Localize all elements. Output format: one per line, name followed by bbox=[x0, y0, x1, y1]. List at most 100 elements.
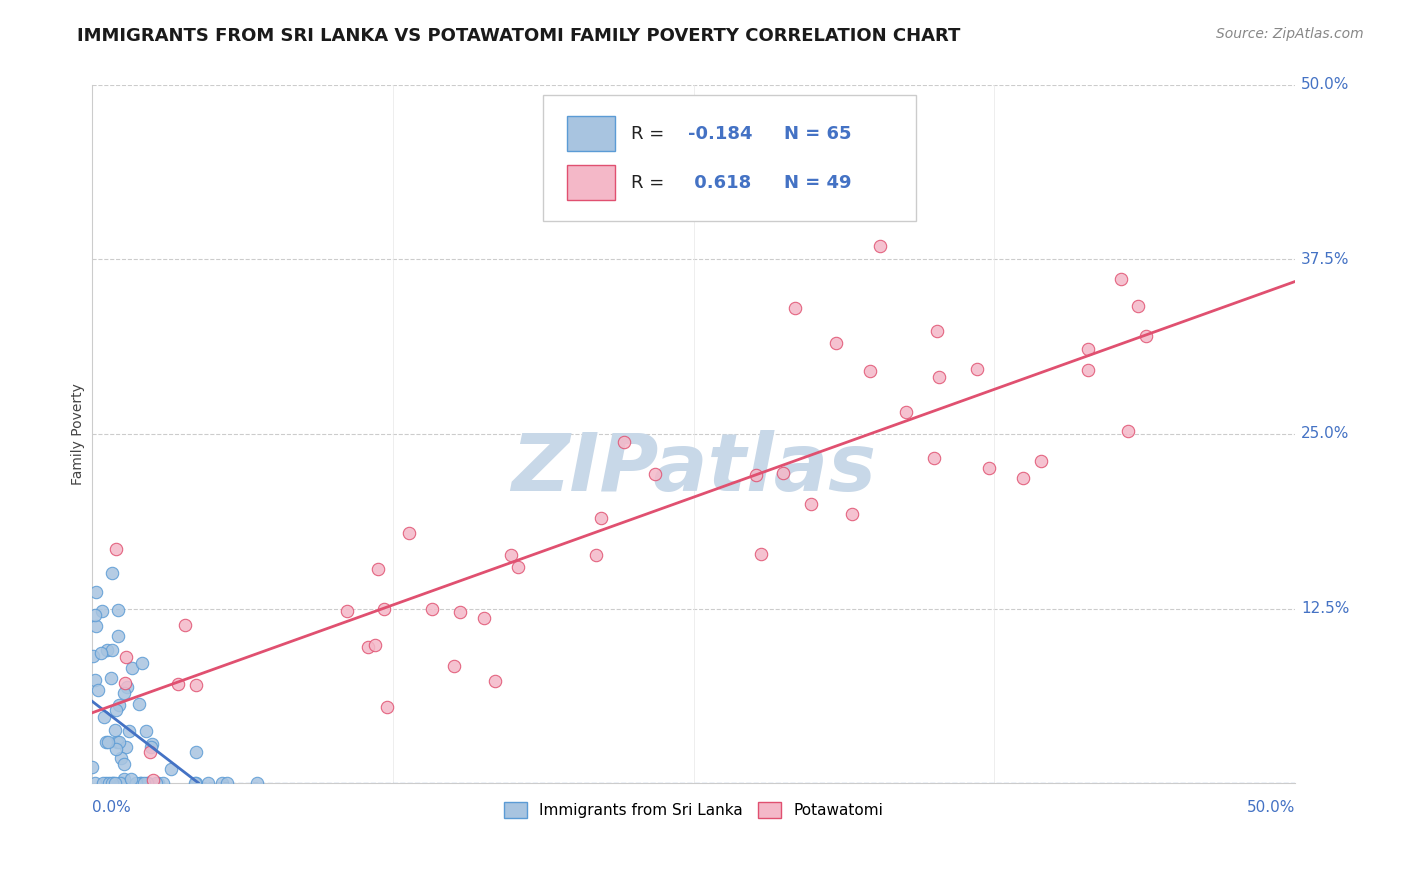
Point bbox=[1029, 454, 1052, 468]
Point bbox=[377, 700, 399, 714]
Legend: Immigrants from Sri Lanka, Potawatomi: Immigrants from Sri Lanka, Potawatomi bbox=[498, 796, 889, 824]
FancyBboxPatch shape bbox=[567, 165, 616, 200]
Point bbox=[111, 776, 134, 790]
Point bbox=[96, 735, 118, 749]
Point bbox=[105, 735, 128, 749]
Point bbox=[132, 776, 155, 790]
Point bbox=[107, 735, 129, 749]
Point bbox=[859, 364, 882, 378]
Point bbox=[139, 745, 162, 759]
Point bbox=[82, 648, 104, 663]
Text: 0.618: 0.618 bbox=[688, 174, 751, 192]
Point bbox=[110, 776, 132, 790]
Point bbox=[110, 750, 132, 764]
Point bbox=[420, 602, 443, 616]
Point bbox=[115, 650, 138, 665]
Point bbox=[90, 646, 112, 660]
Point bbox=[105, 542, 128, 557]
Point bbox=[1135, 329, 1157, 343]
Point bbox=[145, 776, 167, 790]
Point bbox=[104, 703, 127, 717]
Point bbox=[142, 772, 165, 787]
Point bbox=[896, 405, 918, 419]
Point bbox=[772, 466, 794, 480]
Point bbox=[824, 335, 846, 350]
Point bbox=[364, 638, 387, 652]
Point bbox=[644, 467, 666, 481]
Text: R =: R = bbox=[631, 125, 671, 143]
Point bbox=[100, 671, 122, 685]
Point bbox=[111, 776, 134, 790]
Text: ZIPatlas: ZIPatlas bbox=[510, 430, 876, 508]
Point bbox=[160, 762, 183, 776]
Text: Source: ZipAtlas.com: Source: ZipAtlas.com bbox=[1216, 27, 1364, 41]
Point bbox=[246, 776, 269, 790]
Point bbox=[120, 772, 142, 786]
Text: IMMIGRANTS FROM SRI LANKA VS POTAWATOMI FAMILY POVERTY CORRELATION CHART: IMMIGRANTS FROM SRI LANKA VS POTAWATOMI … bbox=[77, 27, 960, 45]
Point bbox=[1109, 272, 1132, 286]
Point bbox=[93, 710, 115, 724]
Point bbox=[167, 677, 190, 691]
Point bbox=[108, 698, 131, 712]
Point bbox=[336, 604, 359, 618]
Point bbox=[86, 619, 108, 633]
Point bbox=[94, 776, 117, 790]
Text: N = 65: N = 65 bbox=[783, 125, 851, 143]
Text: 50.0%: 50.0% bbox=[1301, 78, 1350, 93]
Point bbox=[112, 686, 135, 700]
Point bbox=[129, 776, 152, 790]
Point bbox=[101, 776, 124, 790]
Point bbox=[112, 772, 135, 786]
Point bbox=[499, 549, 522, 563]
Point bbox=[101, 566, 124, 580]
Point bbox=[925, 324, 948, 338]
Point bbox=[131, 657, 153, 671]
Point bbox=[966, 362, 988, 376]
Text: 25.0%: 25.0% bbox=[1301, 426, 1350, 442]
Text: 12.5%: 12.5% bbox=[1301, 601, 1350, 616]
Point bbox=[472, 610, 495, 624]
Point bbox=[977, 461, 1000, 475]
Point bbox=[96, 642, 118, 657]
Point bbox=[1012, 471, 1035, 485]
Point bbox=[928, 370, 950, 384]
Point bbox=[125, 776, 148, 790]
Point bbox=[136, 776, 159, 790]
Point bbox=[118, 724, 141, 739]
Point bbox=[128, 697, 150, 711]
Point bbox=[101, 643, 124, 657]
Point bbox=[114, 676, 136, 690]
Point bbox=[184, 776, 207, 790]
Point bbox=[356, 640, 378, 655]
Point bbox=[197, 776, 219, 790]
Point bbox=[91, 604, 114, 618]
Point bbox=[745, 468, 768, 483]
Point bbox=[107, 603, 129, 617]
Point bbox=[869, 239, 891, 253]
Point bbox=[585, 548, 607, 562]
Point bbox=[146, 776, 169, 790]
Point bbox=[800, 497, 823, 511]
Point bbox=[589, 511, 612, 525]
Point bbox=[121, 661, 143, 675]
Point bbox=[749, 547, 772, 561]
Point bbox=[1077, 363, 1099, 377]
Point bbox=[112, 757, 135, 772]
Point bbox=[922, 450, 945, 465]
Point bbox=[367, 562, 389, 576]
Point bbox=[174, 618, 197, 632]
Text: -0.184: -0.184 bbox=[688, 125, 752, 143]
Text: 37.5%: 37.5% bbox=[1301, 252, 1350, 267]
Point bbox=[211, 776, 233, 790]
Point bbox=[141, 737, 163, 751]
Point bbox=[484, 673, 506, 688]
FancyBboxPatch shape bbox=[543, 95, 917, 221]
Point bbox=[107, 629, 129, 643]
Point bbox=[785, 301, 807, 316]
Point bbox=[83, 608, 105, 623]
Point bbox=[841, 507, 863, 521]
Point bbox=[97, 776, 120, 790]
Y-axis label: Family Poverty: Family Poverty bbox=[72, 383, 86, 485]
Point bbox=[135, 723, 157, 738]
Point bbox=[215, 776, 238, 790]
